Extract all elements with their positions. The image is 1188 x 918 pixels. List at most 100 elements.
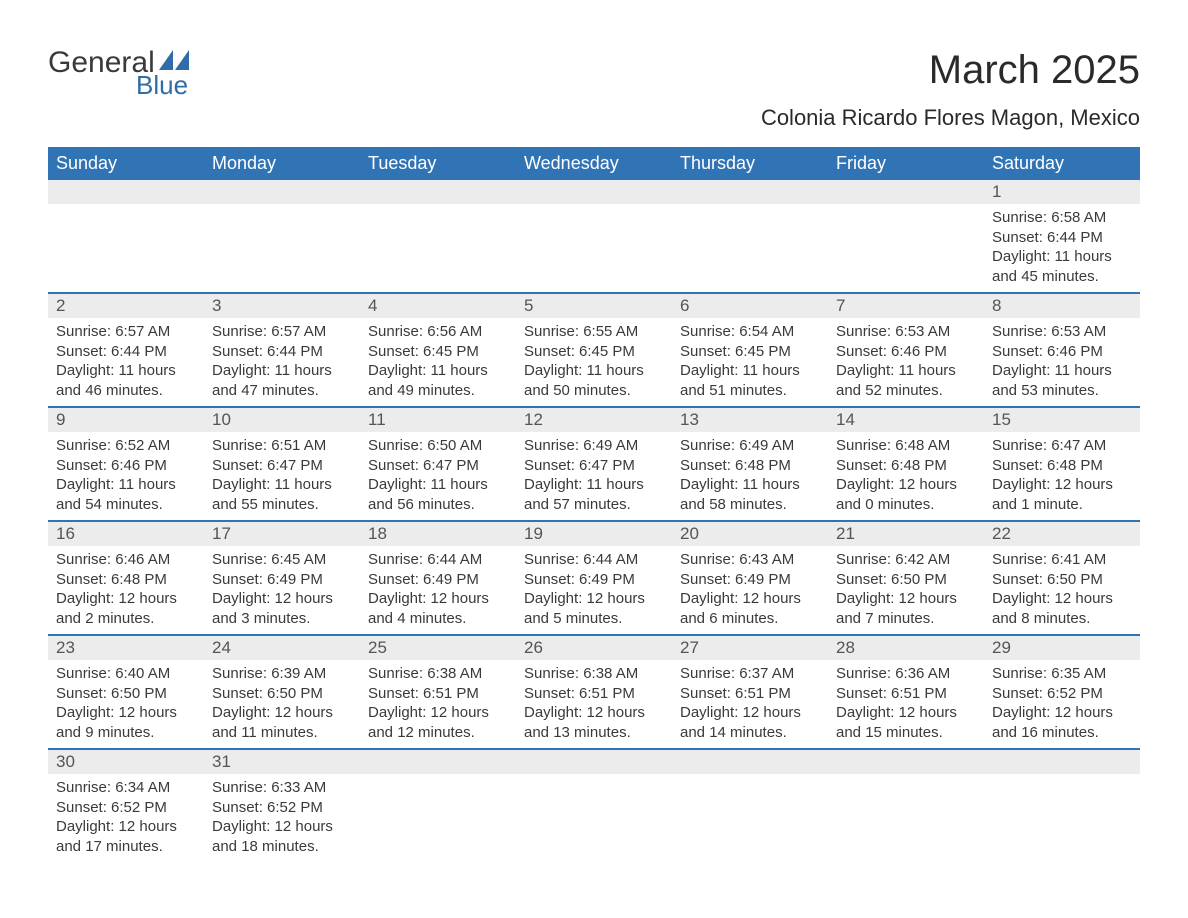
- day-details: Sunrise: 6:50 AMSunset: 6:47 PMDaylight:…: [360, 432, 516, 520]
- day-details: Sunrise: 6:38 AMSunset: 6:51 PMDaylight:…: [516, 660, 672, 748]
- day-details: Sunrise: 6:40 AMSunset: 6:50 PMDaylight:…: [48, 660, 204, 748]
- calendar-cell: 20Sunrise: 6:43 AMSunset: 6:49 PMDayligh…: [672, 521, 828, 635]
- day-number: [516, 180, 672, 204]
- day-number: 6: [672, 294, 828, 318]
- calendar-row: 23Sunrise: 6:40 AMSunset: 6:50 PMDayligh…: [48, 635, 1140, 749]
- weekday-header: Thursday: [672, 147, 828, 180]
- day-dl1: Daylight: 11 hours: [680, 475, 820, 495]
- day-sunset: Sunset: 6:50 PM: [56, 684, 196, 704]
- day-number: [516, 750, 672, 774]
- day-details: [984, 774, 1140, 858]
- day-number: 8: [984, 294, 1140, 318]
- day-dl1: Daylight: 12 hours: [680, 589, 820, 609]
- day-dl1: Daylight: 11 hours: [524, 361, 664, 381]
- day-sunrise: Sunrise: 6:40 AM: [56, 664, 196, 684]
- day-details: Sunrise: 6:36 AMSunset: 6:51 PMDaylight:…: [828, 660, 984, 748]
- day-number: [828, 750, 984, 774]
- day-dl2: and 53 minutes.: [992, 381, 1132, 401]
- day-details: [672, 204, 828, 288]
- day-sunrise: Sunrise: 6:57 AM: [56, 322, 196, 342]
- calendar-cell: 23Sunrise: 6:40 AMSunset: 6:50 PMDayligh…: [48, 635, 204, 749]
- day-number: 20: [672, 522, 828, 546]
- day-number: 18: [360, 522, 516, 546]
- day-dl2: and 56 minutes.: [368, 495, 508, 515]
- day-sunset: Sunset: 6:47 PM: [368, 456, 508, 476]
- day-sunrise: Sunrise: 6:36 AM: [836, 664, 976, 684]
- day-dl2: and 51 minutes.: [680, 381, 820, 401]
- day-dl2: and 15 minutes.: [836, 723, 976, 743]
- day-details: Sunrise: 6:44 AMSunset: 6:49 PMDaylight:…: [516, 546, 672, 634]
- day-number: 14: [828, 408, 984, 432]
- calendar-cell: [204, 180, 360, 293]
- day-sunrise: Sunrise: 6:53 AM: [992, 322, 1132, 342]
- day-details: Sunrise: 6:55 AMSunset: 6:45 PMDaylight:…: [516, 318, 672, 406]
- calendar-cell: 14Sunrise: 6:48 AMSunset: 6:48 PMDayligh…: [828, 407, 984, 521]
- calendar-cell: 29Sunrise: 6:35 AMSunset: 6:52 PMDayligh…: [984, 635, 1140, 749]
- day-dl2: and 14 minutes.: [680, 723, 820, 743]
- day-number: 1: [984, 180, 1140, 204]
- day-number: 3: [204, 294, 360, 318]
- day-number: 11: [360, 408, 516, 432]
- calendar-cell: 21Sunrise: 6:42 AMSunset: 6:50 PMDayligh…: [828, 521, 984, 635]
- day-dl1: Daylight: 12 hours: [836, 475, 976, 495]
- day-details: Sunrise: 6:43 AMSunset: 6:49 PMDaylight:…: [672, 546, 828, 634]
- calendar-cell: 7Sunrise: 6:53 AMSunset: 6:46 PMDaylight…: [828, 293, 984, 407]
- day-details: [828, 204, 984, 288]
- day-details: Sunrise: 6:35 AMSunset: 6:52 PMDaylight:…: [984, 660, 1140, 748]
- day-sunrise: Sunrise: 6:49 AM: [680, 436, 820, 456]
- day-sunrise: Sunrise: 6:43 AM: [680, 550, 820, 570]
- day-sunset: Sunset: 6:50 PM: [836, 570, 976, 590]
- day-number: [828, 180, 984, 204]
- day-sunset: Sunset: 6:45 PM: [368, 342, 508, 362]
- calendar-table: Sunday Monday Tuesday Wednesday Thursday…: [48, 147, 1140, 862]
- day-sunrise: Sunrise: 6:54 AM: [680, 322, 820, 342]
- day-details: [204, 204, 360, 288]
- day-sunset: Sunset: 6:52 PM: [992, 684, 1132, 704]
- day-sunset: Sunset: 6:51 PM: [524, 684, 664, 704]
- day-details: [516, 774, 672, 858]
- day-sunset: Sunset: 6:52 PM: [56, 798, 196, 818]
- day-dl2: and 54 minutes.: [56, 495, 196, 515]
- day-details: Sunrise: 6:51 AMSunset: 6:47 PMDaylight:…: [204, 432, 360, 520]
- day-dl2: and 50 minutes.: [524, 381, 664, 401]
- location-subtitle: Colonia Ricardo Flores Magon, Mexico: [761, 105, 1140, 131]
- weekday-header: Sunday: [48, 147, 204, 180]
- calendar-cell: [48, 180, 204, 293]
- day-sunset: Sunset: 6:52 PM: [212, 798, 352, 818]
- calendar-cell: [984, 749, 1140, 862]
- day-sunrise: Sunrise: 6:33 AM: [212, 778, 352, 798]
- calendar-cell: [360, 180, 516, 293]
- day-sunrise: Sunrise: 6:51 AM: [212, 436, 352, 456]
- day-dl1: Daylight: 11 hours: [992, 247, 1132, 267]
- day-sunrise: Sunrise: 6:45 AM: [212, 550, 352, 570]
- day-number: 7: [828, 294, 984, 318]
- day-details: Sunrise: 6:34 AMSunset: 6:52 PMDaylight:…: [48, 774, 204, 862]
- day-sunset: Sunset: 6:49 PM: [680, 570, 820, 590]
- day-sunset: Sunset: 6:47 PM: [524, 456, 664, 476]
- day-sunset: Sunset: 6:45 PM: [524, 342, 664, 362]
- day-number: [48, 180, 204, 204]
- day-sunrise: Sunrise: 6:47 AM: [992, 436, 1132, 456]
- page-header: General Blue March 2025 Colonia Ricardo …: [48, 48, 1140, 139]
- day-sunset: Sunset: 6:44 PM: [212, 342, 352, 362]
- day-number: 17: [204, 522, 360, 546]
- day-sunset: Sunset: 6:46 PM: [56, 456, 196, 476]
- day-sunrise: Sunrise: 6:52 AM: [56, 436, 196, 456]
- day-details: [828, 774, 984, 858]
- day-number: 28: [828, 636, 984, 660]
- day-sunset: Sunset: 6:46 PM: [992, 342, 1132, 362]
- day-sunset: Sunset: 6:48 PM: [836, 456, 976, 476]
- calendar-head: Sunday Monday Tuesday Wednesday Thursday…: [48, 147, 1140, 180]
- day-dl1: Daylight: 12 hours: [212, 703, 352, 723]
- calendar-cell: 31Sunrise: 6:33 AMSunset: 6:52 PMDayligh…: [204, 749, 360, 862]
- day-details: Sunrise: 6:52 AMSunset: 6:46 PMDaylight:…: [48, 432, 204, 520]
- day-number: 29: [984, 636, 1140, 660]
- day-details: Sunrise: 6:49 AMSunset: 6:47 PMDaylight:…: [516, 432, 672, 520]
- day-dl1: Daylight: 12 hours: [212, 589, 352, 609]
- day-dl2: and 45 minutes.: [992, 267, 1132, 287]
- day-sunrise: Sunrise: 6:39 AM: [212, 664, 352, 684]
- day-details: Sunrise: 6:57 AMSunset: 6:44 PMDaylight:…: [204, 318, 360, 406]
- calendar-cell: 8Sunrise: 6:53 AMSunset: 6:46 PMDaylight…: [984, 293, 1140, 407]
- day-sunset: Sunset: 6:49 PM: [368, 570, 508, 590]
- day-number: 19: [516, 522, 672, 546]
